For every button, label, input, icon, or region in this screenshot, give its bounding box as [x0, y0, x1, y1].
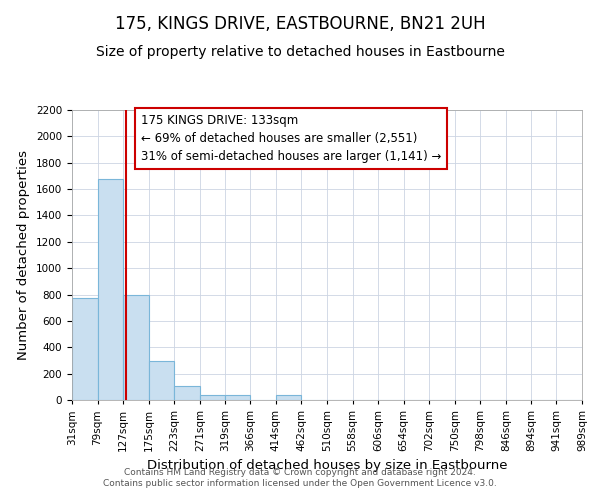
Text: Contains HM Land Registry data © Crown copyright and database right 2024.
Contai: Contains HM Land Registry data © Crown c… — [103, 468, 497, 487]
Text: 175 KINGS DRIVE: 133sqm
← 69% of detached houses are smaller (2,551)
31% of semi: 175 KINGS DRIVE: 133sqm ← 69% of detache… — [141, 114, 442, 164]
Bar — [276, 396, 301, 400]
Bar — [200, 396, 226, 400]
Text: Size of property relative to detached houses in Eastbourne: Size of property relative to detached ho… — [95, 45, 505, 59]
Y-axis label: Number of detached properties: Number of detached properties — [17, 150, 31, 360]
Bar — [72, 298, 98, 400]
Bar — [98, 179, 123, 400]
Bar — [174, 386, 200, 400]
Text: 175, KINGS DRIVE, EASTBOURNE, BN21 2UH: 175, KINGS DRIVE, EASTBOURNE, BN21 2UH — [115, 15, 485, 33]
Bar — [123, 294, 149, 400]
Bar — [149, 361, 174, 400]
X-axis label: Distribution of detached houses by size in Eastbourne: Distribution of detached houses by size … — [147, 460, 507, 472]
Bar — [226, 396, 250, 400]
